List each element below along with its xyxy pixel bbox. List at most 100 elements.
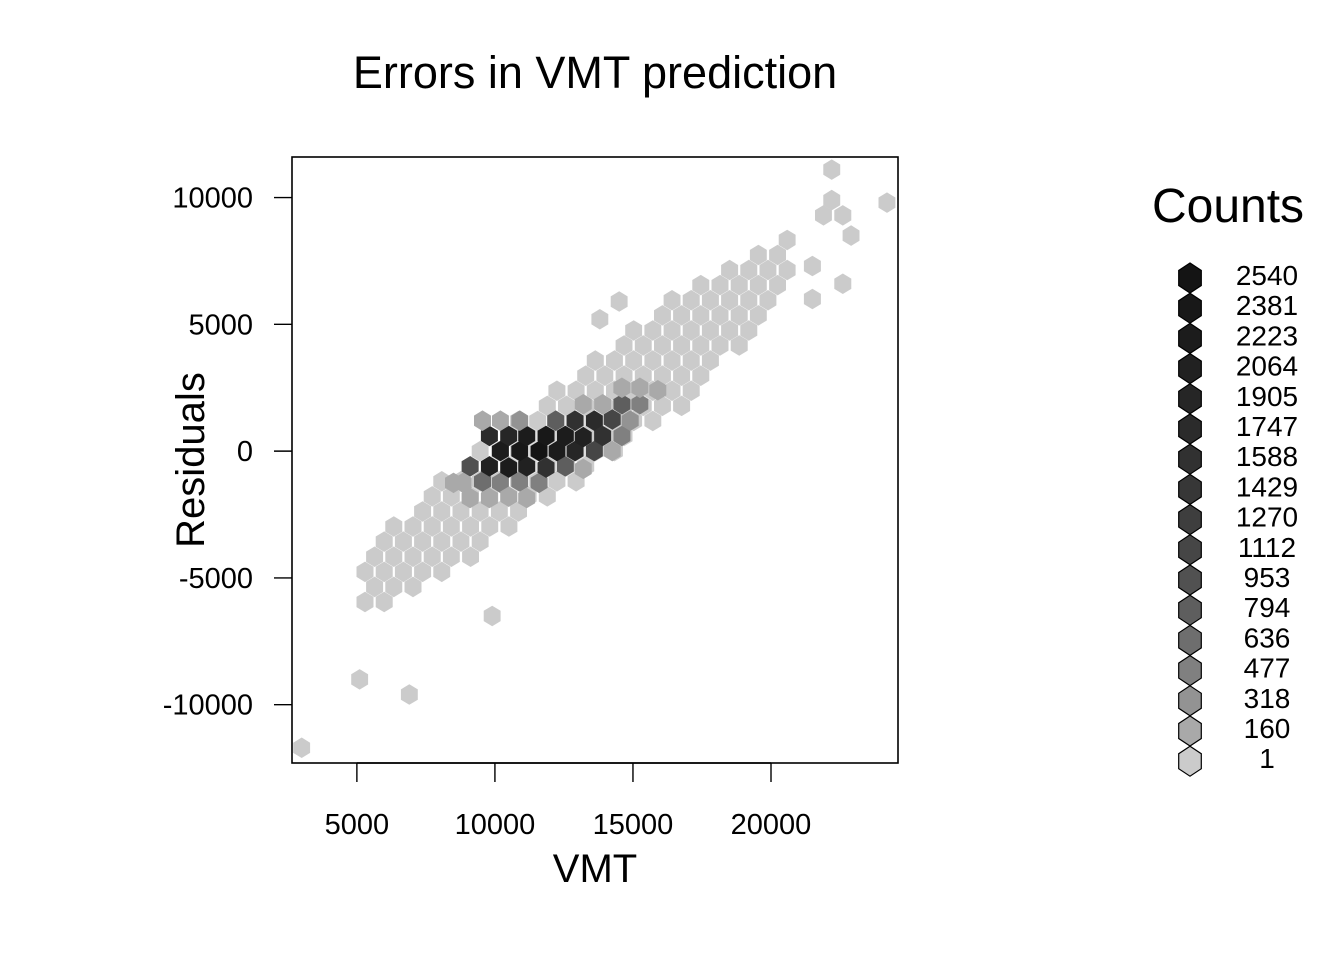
hexbin-cell: [511, 410, 529, 431]
y-axis-label: Residuals: [169, 372, 213, 548]
legend-label: 1747: [1236, 411, 1298, 442]
hexbin-cell: [500, 425, 518, 447]
hexbin-cell: [730, 274, 748, 296]
hexbin-cell: [711, 274, 729, 296]
hexbin-cell: [692, 305, 710, 326]
hexbin-cell: [574, 458, 592, 480]
legend-label: 2540: [1236, 260, 1298, 291]
legend-swatch: [1178, 322, 1202, 355]
hexbin-cell: [663, 380, 681, 401]
hexbin-cell: [462, 516, 479, 537]
legend-label: 2381: [1236, 290, 1298, 321]
hexbin-cell: [778, 259, 796, 281]
hexbin-cell: [423, 486, 441, 507]
hexbin-cell: [749, 244, 767, 266]
hexbin-cell: [585, 410, 603, 431]
legend-swatch: [1178, 413, 1202, 445]
hexbin-cell: [730, 305, 748, 326]
hexbin-cell: [701, 350, 719, 371]
hexbin-cell: [548, 440, 566, 462]
hexbin-cell: [730, 335, 748, 356]
hexbin-cell: [815, 205, 832, 226]
legend: 2540238122232064190517471588142912701112…: [1178, 260, 1298, 777]
hexbin-cell: [574, 426, 592, 448]
legend-label: 636: [1244, 622, 1291, 653]
hexbin-cell: [878, 192, 896, 213]
legend-label: 477: [1244, 653, 1291, 684]
hexbin-cell: [606, 350, 623, 371]
hexbin-cell: [471, 440, 489, 462]
hexbin-cell: [603, 409, 621, 430]
hexbin-cell: [769, 244, 786, 266]
hexbin-cells: [293, 159, 896, 758]
legend-swatch: [1178, 443, 1202, 475]
hexbin-cell: [610, 291, 628, 312]
hexbin-cell: [404, 576, 422, 598]
hexbin-cell: [663, 350, 681, 371]
x-axis: 5000 10000 15000 20000: [325, 762, 812, 841]
hexbin-cell: [613, 425, 631, 447]
x-tick-label: 20000: [731, 809, 812, 841]
hexbin-cell: [433, 531, 451, 552]
hexbin-cell: [625, 320, 643, 341]
hexbin-cell: [823, 159, 841, 180]
hexbin-cell: [511, 471, 529, 492]
hexbin-cell: [603, 440, 621, 462]
legend-label: 318: [1244, 683, 1291, 714]
hexbin-cell: [842, 225, 860, 246]
x-axis-label: VMT: [553, 847, 637, 891]
hexbin-cell: [558, 395, 575, 417]
hexbin-cell: [351, 669, 369, 690]
hexbin-cell: [631, 377, 649, 398]
hexbin-cell: [474, 410, 491, 431]
hexbin-cell: [556, 456, 574, 477]
hexbin-cell: [721, 290, 739, 311]
hexbin-cell: [591, 309, 609, 330]
hexbin-cell: [834, 273, 852, 294]
hexbin-cell: [711, 335, 729, 356]
legend-swatch: [1178, 715, 1202, 747]
hexbin-cell: [654, 395, 671, 417]
hexbin-cell: [500, 457, 518, 478]
hexbin-cell: [692, 274, 710, 296]
y-tick-label: 10000: [172, 183, 253, 215]
hexbin-cell: [769, 274, 786, 296]
hexbin-cell: [400, 684, 418, 705]
hexbin-cell: [740, 259, 758, 281]
hexbin-cell: [596, 365, 614, 386]
hexbin-cell: [631, 394, 649, 415]
hexbin-cell: [492, 472, 509, 494]
hexbin-cell: [644, 410, 662, 432]
hexbin-cell: [356, 561, 374, 583]
legend-label: 1112: [1238, 532, 1296, 563]
hexbin-cell: [394, 561, 412, 583]
y-tick-label: 0: [237, 436, 253, 468]
hexbin-cell: [613, 377, 631, 398]
hexbin-cell: [500, 486, 518, 507]
y-tick-label: -10000: [163, 690, 253, 722]
hexbin-cell: [474, 471, 491, 492]
legend-swatch: [1178, 292, 1202, 324]
hexbin-cell: [566, 410, 584, 431]
hexbin-cell: [803, 288, 821, 310]
x-tick-label: 5000: [325, 809, 390, 841]
legend-swatch: [1178, 503, 1202, 536]
hexbin-cell: [442, 546, 460, 567]
legend-label: 1429: [1236, 471, 1298, 502]
hexbin-cell: [366, 546, 384, 567]
chart-title: Errors in VMT prediction: [353, 47, 837, 98]
hexbin-cell: [574, 394, 592, 415]
hexbin-cell: [701, 290, 719, 311]
hexbin-cell: [625, 350, 643, 371]
hexbin-cell: [480, 425, 498, 447]
hexbin-cell: [586, 350, 604, 371]
hexbin-cell: [673, 335, 691, 356]
hexbin-cell: [452, 501, 470, 522]
hexbin-cell: [834, 205, 852, 226]
legend-swatch: [1178, 594, 1202, 626]
hexbin-cell: [537, 425, 555, 447]
legend-label: 1270: [1236, 502, 1298, 533]
hexbin-cell: [566, 440, 584, 462]
hexbin-cell: [682, 290, 700, 311]
legend-label: 1588: [1236, 441, 1298, 472]
